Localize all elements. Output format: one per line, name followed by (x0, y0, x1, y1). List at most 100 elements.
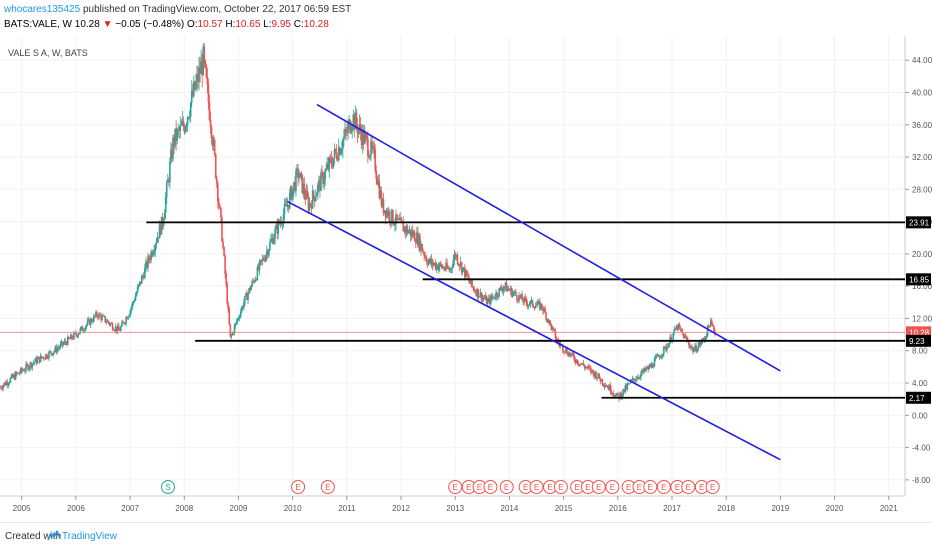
candle-body (469, 281, 471, 284)
candle-body (342, 139, 344, 150)
candle-body (286, 204, 289, 207)
candle-body (69, 338, 71, 340)
candle-body (651, 363, 654, 368)
time-tick-label: 2020 (826, 504, 844, 513)
candle-body (149, 259, 151, 261)
candle-body (357, 128, 360, 134)
candle-body (492, 296, 494, 298)
candle-body (479, 292, 482, 297)
tradingview-brand[interactable]: TradingView (62, 531, 118, 542)
candle-body (413, 232, 416, 242)
candle-body (696, 350, 698, 352)
candle-body (427, 262, 430, 265)
candle-body (527, 304, 530, 307)
candle-body (245, 293, 247, 297)
candle-body (424, 256, 426, 257)
candle-body (536, 301, 539, 305)
candle-body (570, 354, 572, 356)
candle-body (463, 267, 466, 278)
candle-body (660, 356, 663, 358)
candle-body (480, 292, 483, 301)
candle-body (40, 355, 43, 358)
candle-body (33, 362, 36, 363)
candle-body (447, 267, 449, 269)
candle-body (329, 157, 332, 159)
candle-body (221, 217, 223, 242)
candle-body (242, 306, 244, 308)
candle-body (1, 388, 3, 390)
price-axis[interactable]: -8.00-4.000.004.008.0012.0016.0020.0024.… (905, 56, 932, 485)
earnings-event-label: E (547, 483, 552, 492)
candle-body (458, 264, 461, 266)
candle-body (649, 365, 652, 368)
candle-body (237, 317, 240, 319)
candle-body (124, 323, 126, 324)
candle-body (491, 295, 493, 298)
time-tick-label: 2014 (501, 504, 519, 513)
candle-body (420, 244, 422, 251)
candle-body (473, 287, 475, 292)
candle-body (379, 190, 382, 198)
candle-body (345, 128, 347, 132)
candle-body (257, 266, 260, 271)
candle-body (583, 365, 586, 369)
candle-body (273, 238, 275, 244)
candle-body (697, 345, 700, 351)
candle-body (130, 307, 133, 311)
candle-body (609, 385, 612, 393)
candle-body (419, 235, 421, 251)
candle-body (109, 323, 112, 325)
candle-body (198, 67, 200, 82)
candle-body (292, 188, 294, 200)
candle-body (270, 239, 272, 242)
candle-body (336, 158, 339, 161)
candle-body (140, 276, 143, 284)
candle-body (291, 186, 293, 200)
candle-body (319, 179, 321, 191)
earnings-event-label: E (504, 483, 509, 492)
candle-body (431, 259, 434, 266)
candle-body (377, 181, 380, 185)
candle-body (127, 316, 129, 320)
candle-body (154, 245, 157, 252)
candle-body (677, 324, 680, 330)
candle-body (511, 292, 514, 297)
price-tick-label: 20.00 (912, 250, 932, 259)
candle-body (250, 286, 252, 291)
candle-body (23, 370, 25, 372)
candle-body (281, 223, 284, 225)
candle-body (16, 372, 19, 374)
candle-body (188, 116, 191, 118)
candle-body (182, 120, 185, 127)
author-link[interactable]: whocares135425 (4, 4, 81, 15)
time-tick-label: 2006 (67, 504, 85, 513)
tradingview-logo-icon (47, 530, 61, 541)
candle-body (103, 315, 106, 317)
time-tick-label: 2011 (338, 504, 356, 513)
candle-body (19, 372, 21, 374)
candle-body (600, 379, 603, 382)
candle-body (582, 363, 585, 366)
candle-body (647, 366, 650, 370)
candle-body (314, 196, 317, 201)
candle-body (670, 336, 672, 342)
candle-body (145, 261, 147, 268)
candle-body (59, 343, 62, 348)
candle-body (174, 128, 176, 146)
candle-body (505, 282, 508, 292)
candle-body (300, 172, 302, 175)
candle-body (219, 205, 221, 208)
price-tick-label: 4.00 (912, 379, 928, 388)
candle-body (262, 258, 265, 260)
candle-body (330, 158, 333, 165)
candle-body (633, 379, 636, 381)
time-axis[interactable]: 2005 2006 2007 2008 2009 2010 2011 2012 2013 2014… (13, 496, 898, 513)
candle-body (202, 46, 205, 76)
candle-body (224, 255, 226, 274)
candle-body (338, 147, 341, 155)
candle-body (8, 382, 11, 384)
candle-body (504, 282, 507, 287)
candle-body (437, 266, 440, 270)
candle-body (233, 325, 236, 334)
